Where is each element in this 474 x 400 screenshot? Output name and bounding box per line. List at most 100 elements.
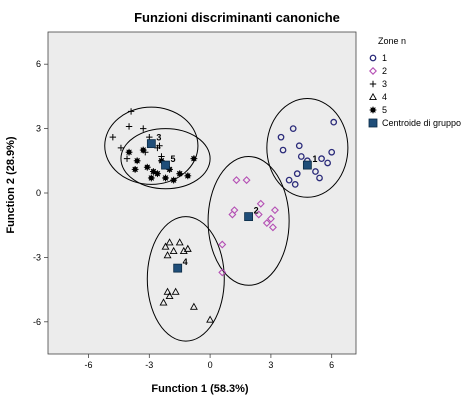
x-tick-label: 6 [329, 360, 334, 370]
legend-label: 1 [382, 53, 387, 63]
group-ellipse-3 [104, 106, 199, 185]
point-zone-4 [175, 238, 184, 246]
point-zone-5 [170, 176, 178, 184]
y-axis-label: Function 2 (28.9%) [5, 136, 17, 234]
y-tick-label: 0 [36, 188, 41, 198]
centroid-label-1: 1 [312, 154, 317, 164]
point-zone-3 [140, 125, 147, 132]
legend-label: 4 [382, 92, 387, 102]
point-zone-1 [285, 176, 293, 184]
centroid-2 [244, 212, 254, 222]
point-zone-4 [163, 251, 172, 259]
point-zone-2 [254, 210, 263, 219]
point-zone-5 [190, 155, 198, 163]
point-zone-3 [109, 133, 117, 141]
point-zone-5 [133, 157, 141, 165]
group-ellipse-2 [207, 156, 290, 286]
point-zone-4 [165, 238, 174, 246]
point-zone-1 [291, 181, 299, 188]
point-zone-5 [131, 165, 139, 173]
plot-area [47, 31, 357, 355]
group-ellipse-5 [120, 128, 211, 190]
centroid-1 [302, 160, 312, 170]
point-zone-5 [147, 174, 155, 182]
centroid-5 [161, 160, 170, 170]
legend-marker-0 [369, 54, 377, 62]
legend-marker-1 [369, 67, 377, 75]
point-zone-5 [184, 172, 192, 180]
point-zone-4 [159, 298, 168, 306]
point-zone-1 [324, 159, 332, 167]
point-zone-4 [161, 242, 170, 250]
point-zone-1 [316, 174, 323, 182]
point-zone-3 [127, 108, 135, 115]
chart-title: Funzioni discriminanti canoniche [134, 10, 340, 25]
x-tick-label: -3 [145, 360, 153, 370]
legend-marker-2 [369, 80, 377, 88]
point-zone-3 [117, 144, 125, 152]
point-zone-4 [171, 287, 180, 295]
legend-label: 5 [382, 105, 387, 115]
point-zone-4 [169, 246, 178, 254]
x-tick-label: -6 [85, 360, 93, 370]
point-zone-1 [297, 153, 305, 160]
y-tick-label: 6 [36, 59, 41, 69]
point-zone-4 [163, 287, 172, 295]
y-axis-ticks: 6 3 0 -3 -6 [33, 59, 48, 327]
point-zone-2 [218, 268, 227, 277]
point-zone-2 [266, 214, 275, 223]
point-zone-1 [328, 148, 336, 156]
point-zone-2 [256, 199, 265, 208]
legend-marker-5 [368, 118, 378, 128]
centroid-label-4: 4 [183, 257, 188, 267]
point-zone-1 [289, 125, 297, 132]
point-zone-5 [143, 163, 151, 171]
point-zone-1 [279, 146, 287, 154]
point-zone-2 [242, 176, 251, 185]
point-zone-3 [156, 142, 163, 149]
x-tick-label: 0 [208, 360, 213, 370]
legend-label: 2 [382, 66, 387, 76]
point-zone-5 [154, 170, 161, 178]
group-centroids: 1 2 3 4 5 [146, 133, 317, 273]
legend-marker-4 [369, 106, 377, 114]
point-zone-3 [123, 155, 131, 162]
point-zone-5 [162, 174, 169, 182]
point-zone-5 [125, 148, 133, 156]
legend-marker-3 [369, 92, 377, 101]
point-zone-1 [293, 170, 301, 178]
point-zone-2 [262, 219, 271, 228]
centroid-label-5: 5 [171, 154, 176, 164]
centroid-4 [173, 263, 183, 273]
point-zone-3 [125, 123, 133, 130]
point-zone-4 [206, 315, 215, 323]
centroid-label-3: 3 [156, 133, 161, 143]
y-tick-label: 3 [36, 124, 41, 134]
centroid-3 [146, 139, 156, 149]
point-zone-2 [268, 223, 277, 232]
x-axis-ticks: -6 -3 0 3 6 [85, 354, 334, 370]
point-zone-5 [139, 146, 147, 154]
group-ellipse-4 [146, 216, 225, 342]
y-tick-label: -6 [33, 317, 41, 327]
point-zone-4 [165, 291, 174, 300]
point-zone-2 [228, 210, 237, 219]
group-ellipses [104, 98, 349, 342]
point-zone-4 [189, 302, 198, 310]
y-tick-label: -3 [33, 252, 41, 262]
point-zone-2 [218, 240, 227, 249]
point-zone-2 [270, 206, 279, 215]
point-zone-1 [312, 168, 319, 175]
point-zone-5 [149, 168, 157, 175]
point-zone-2 [232, 176, 241, 185]
x-tick-label: 3 [268, 360, 273, 370]
x-axis-label: Function 1 (58.3%) [151, 383, 249, 395]
legend-label: 3 [382, 79, 387, 89]
legend-title: Zone n [378, 36, 406, 46]
point-zone-1 [277, 133, 285, 141]
legend: Zone n 1 2 3 4 5 Centroide di gruppo [368, 36, 461, 128]
centroid-label-2: 2 [254, 206, 259, 216]
legend-label: Centroide di gruppo [382, 118, 461, 128]
point-zone-1 [330, 118, 338, 126]
